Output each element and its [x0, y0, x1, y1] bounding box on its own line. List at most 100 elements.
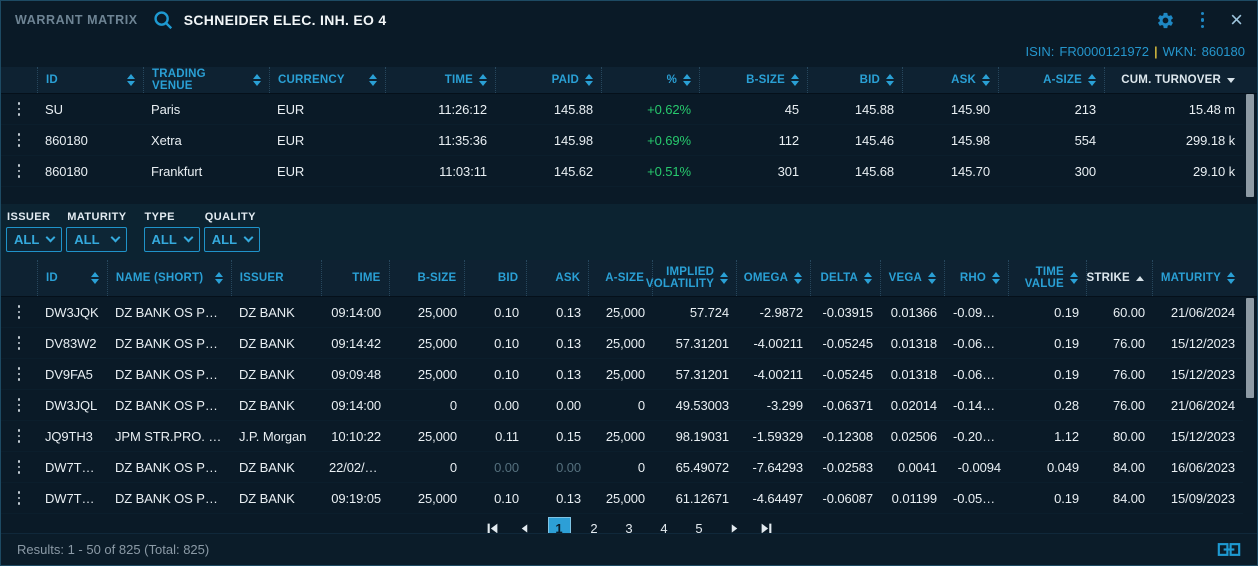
cell-id: DW3JQK	[45, 304, 99, 320]
col-header-time-value[interactable]: TIME VALUE	[1007, 260, 1086, 296]
row-menu-icon[interactable]	[17, 335, 21, 351]
col-header-ask[interactable]: ASK	[526, 260, 588, 296]
sort-icon	[683, 74, 691, 86]
table-row[interactable]: 860180 Xetra EUR 11:35:36 145.98 +0.69% …	[1, 125, 1243, 156]
cell-vega: 0.01318	[890, 335, 937, 351]
col-header-paid[interactable]: PAID	[495, 67, 601, 93]
filter-selected-value: ALL	[211, 232, 238, 247]
scrollbar-thumb[interactable]	[1246, 298, 1254, 398]
isin-label: ISIN:	[1025, 43, 1055, 59]
pager-prev-icon[interactable]	[517, 521, 532, 536]
cell-id: DW7TNM	[45, 459, 102, 475]
cell-id: SU	[45, 101, 63, 117]
col-header-delta[interactable]: DELTA	[810, 260, 880, 296]
col-header-id[interactable]: ID	[37, 67, 143, 93]
overflow-menu-icon[interactable]	[1200, 10, 1205, 30]
cell-rho: -0.09381	[953, 304, 1004, 320]
cell-time: 22/02/2023	[329, 459, 389, 475]
table-row[interactable]: DV9FA5 DZ BANK OS Put a… DZ BANK 09:09:4…	[1, 359, 1243, 390]
filter-selected-value: ALL	[74, 232, 100, 247]
row-menu-icon[interactable]	[17, 132, 21, 148]
col-header-bsize[interactable]: B-SIZE	[699, 67, 807, 93]
table-row[interactable]: DW7TNM DZ BANK OS Put a… DZ BANK 22/02/2…	[1, 452, 1243, 483]
sort-icon	[928, 272, 937, 284]
row-menu-icon[interactable]	[17, 490, 21, 506]
table-row[interactable]: JQ9TH3 JPM STR.PRO. PUT… J.P. Morgan 10:…	[1, 421, 1243, 452]
col-header-ask[interactable]: ASK	[902, 67, 998, 93]
pager-first-icon[interactable]	[484, 520, 501, 537]
link-icon[interactable]	[1217, 542, 1241, 557]
pager-next-icon[interactable]	[727, 521, 742, 536]
wkn-value: 860180	[1201, 43, 1245, 59]
isin-value: FR0000121972	[1059, 43, 1150, 59]
col-header-omega[interactable]: OMEGA	[736, 260, 810, 296]
col-header-percent[interactable]: %	[601, 67, 699, 93]
col-header-bid[interactable]: BID	[807, 67, 902, 93]
sort-desc-icon	[1227, 77, 1235, 83]
table-row[interactable]: DV83W2 DZ BANK OS Put a… DZ BANK 09:14:4…	[1, 328, 1243, 359]
table-row[interactable]: DW7TNN DZ BANK OS Put a… DZ BANK 09:19:0…	[1, 483, 1243, 514]
filter-label: TYPE	[144, 211, 175, 223]
page-button[interactable]: 5	[688, 517, 711, 540]
settings-icon[interactable]	[1156, 11, 1175, 30]
cell-time-value: 0.19	[1054, 335, 1079, 351]
page-button[interactable]: 4	[653, 517, 676, 540]
row-menu-icon[interactable]	[17, 304, 21, 320]
filter-label: MATURITY	[67, 211, 127, 223]
sort-icon	[90, 272, 99, 284]
row-menu-icon[interactable]	[17, 459, 21, 475]
titlebar: WARRANT MATRIX SCHNEIDER ELEC. INH. EO 4…	[1, 1, 1257, 39]
col-header-currency[interactable]: CURRENCY	[269, 67, 385, 93]
row-menu-icon[interactable]	[17, 163, 21, 179]
col-header-id[interactable]: ID	[37, 260, 107, 296]
col-header-issuer[interactable]: ISSUER	[230, 260, 321, 296]
dropdown-chevron-icon	[45, 232, 56, 243]
col-header-trading-venue[interactable]: TRADING VENUE	[143, 67, 269, 93]
row-menu-icon[interactable]	[17, 397, 21, 413]
col-header-time[interactable]: TIME	[385, 67, 495, 93]
row-menu-icon[interactable]	[17, 366, 21, 382]
search-icon[interactable]	[152, 9, 174, 31]
cell-strike: 84.00	[1112, 490, 1145, 506]
cell-name-short: DZ BANK OS Put a…	[115, 490, 231, 506]
pager-last-icon[interactable]	[758, 520, 775, 537]
col-header-time[interactable]: TIME	[320, 260, 389, 296]
col-header-bsize[interactable]: B-SIZE	[388, 260, 465, 296]
scrollbar-thumb[interactable]	[1246, 94, 1254, 197]
cell-implied-volatility: 65.49072	[675, 459, 730, 475]
col-header-vega[interactable]: VEGA	[880, 260, 944, 296]
filter-dropdown[interactable]: ALL	[203, 227, 261, 252]
col-header-asize[interactable]: A-SIZE	[588, 260, 652, 296]
cell-bsize: 0	[449, 459, 457, 475]
col-header-bid[interactable]: BID	[464, 260, 526, 296]
instrument-identifiers: ISIN: FR0000121972 | WKN: 860180	[1, 39, 1257, 63]
col-header-name-short[interactable]: NAME (SHORT)	[106, 260, 231, 296]
sort-icon	[720, 272, 729, 284]
table-row[interactable]: DW3JQK DZ BANK OS Put a… DZ BANK 09:14:0…	[1, 297, 1243, 328]
cell-ask: 0.00	[556, 459, 581, 475]
table-row[interactable]: SU Paris EUR 11:26:12 145.88 +0.62% 45 1…	[1, 94, 1243, 125]
cell-name-short: DZ BANK OS Put a…	[115, 335, 231, 351]
table-row[interactable]: 860180 Frankfurt EUR 11:03:11 145.62 +0.…	[1, 156, 1243, 187]
filter-label: ISSUER	[7, 211, 51, 223]
row-menu-icon[interactable]	[17, 428, 21, 444]
cell-time: 11:03:11	[439, 163, 487, 179]
page-button[interactable]: 3	[618, 517, 641, 540]
close-icon[interactable]: ×	[1230, 7, 1243, 32]
page-button[interactable]: 2	[583, 517, 606, 540]
col-header-implied-volatility[interactable]: IMPLIED VOLATILITY	[646, 260, 736, 296]
col-header-rho[interactable]: RHO	[944, 260, 1008, 296]
filter-dropdown[interactable]: ALL	[66, 227, 127, 252]
filter-dropdown[interactable]: ALL	[143, 227, 200, 252]
cell-currency: EUR	[277, 101, 305, 117]
row-menu-icon[interactable]	[17, 101, 21, 117]
col-header-asize[interactable]: A-SIZE	[998, 67, 1104, 93]
col-header-cum-turnover[interactable]: CUM. TURNOVER	[1104, 67, 1243, 93]
cell-ask: 145.90	[950, 101, 990, 117]
col-header-maturity[interactable]: MATURITY	[1151, 260, 1243, 296]
col-header-strike[interactable]: STRIKE	[1085, 260, 1152, 296]
filter-dropdown[interactable]: ALL	[6, 227, 63, 252]
cell-time-value: 0.19	[1054, 304, 1079, 320]
cell-ask: 0.15	[556, 428, 581, 444]
table-row[interactable]: DW3JQL DZ BANK OS Put a… DZ BANK 09:14:0…	[1, 390, 1243, 421]
